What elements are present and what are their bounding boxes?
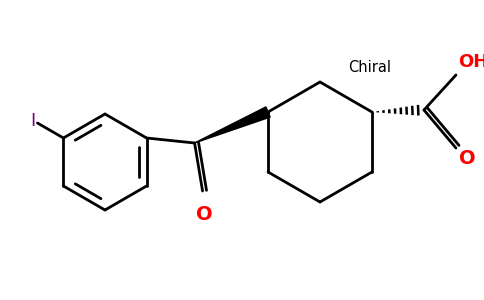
Text: O: O bbox=[459, 148, 476, 167]
Text: O: O bbox=[196, 205, 213, 224]
Polygon shape bbox=[195, 107, 270, 143]
Text: I: I bbox=[30, 112, 35, 130]
Text: Chiral: Chiral bbox=[348, 61, 392, 76]
Text: OH: OH bbox=[458, 53, 484, 71]
